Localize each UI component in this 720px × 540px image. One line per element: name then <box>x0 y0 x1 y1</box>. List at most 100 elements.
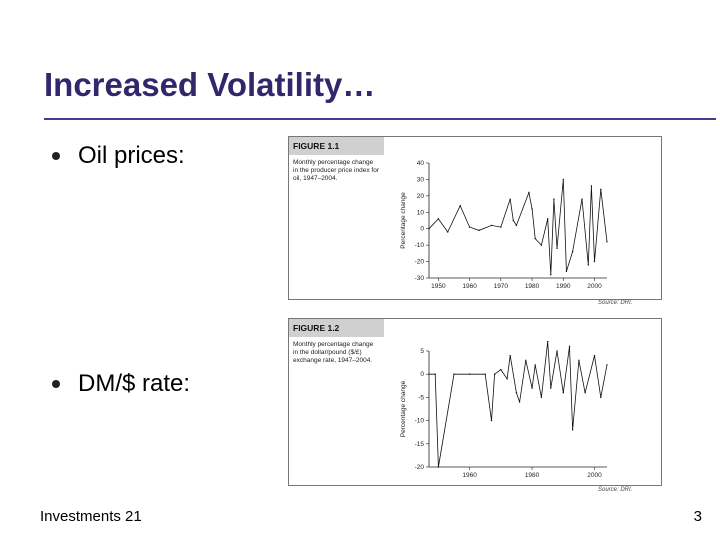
data-point <box>500 226 502 228</box>
data-point <box>571 251 574 253</box>
y-tick-label: -15 <box>415 441 425 448</box>
data-point <box>534 364 536 366</box>
data-point <box>500 368 502 371</box>
data-point <box>490 419 493 422</box>
x-tick-label: 1980 <box>525 283 540 290</box>
y-tick-label: 0 <box>420 226 424 233</box>
x-tick-label: 2000 <box>587 283 602 290</box>
bullet-oil-label: Oil prices: <box>78 142 185 169</box>
y-tick-label: 10 <box>417 209 425 216</box>
data-point <box>515 224 518 227</box>
data-point <box>565 270 568 273</box>
data-point <box>493 373 496 375</box>
data-point <box>587 264 589 266</box>
footer-course-label: Investments 21 <box>40 508 142 525</box>
data-point <box>428 373 430 375</box>
data-point <box>531 208 533 210</box>
y-tick-label: -5 <box>418 394 424 401</box>
data-point <box>528 191 530 194</box>
figure-source: Source: DRI. <box>598 487 633 493</box>
x-tick-label: 1990 <box>556 283 571 290</box>
data-point <box>546 218 549 220</box>
data-point <box>578 359 580 361</box>
data-point <box>484 373 486 375</box>
figure-label: FIGURE 1.1 <box>289 137 384 155</box>
x-tick-label: 1950 <box>431 283 446 290</box>
data-point <box>531 387 533 389</box>
figure-dm-rate: FIGURE 1.2 Monthly percentage change in … <box>288 318 662 486</box>
figure-oil-prices: FIGURE 1.1 Monthly percentage change in … <box>288 136 662 300</box>
data-point <box>606 241 608 243</box>
x-tick-label: 1960 <box>462 472 477 479</box>
figure-source: Source: DRI. <box>598 300 633 306</box>
bullet-dot-icon <box>52 152 60 160</box>
y-tick-label: 20 <box>417 193 425 200</box>
data-point <box>478 229 480 232</box>
data-point <box>459 205 461 207</box>
chart-axes: 5 0 -5 -10 -15 -20 1960 1980 2000 Percentage chan… <box>400 348 607 479</box>
data-point <box>468 373 471 375</box>
data-point <box>525 359 527 361</box>
data-point <box>515 392 518 394</box>
y-tick-label: -20 <box>415 259 425 266</box>
bullet-oil-prices: Oil prices: <box>52 142 185 170</box>
data-point <box>434 373 436 375</box>
y-tick-label: 5 <box>420 348 424 355</box>
data-point <box>562 392 564 394</box>
slide-title: Increased Volatility… <box>44 66 376 103</box>
data-point <box>606 364 608 366</box>
figure-caption: Monthly percentage change in the produce… <box>293 159 379 182</box>
chart-axes: 40 30 20 10 0 -10 -20 -30 1950 1960 1970 1980 1990 20… <box>400 160 607 290</box>
figure-caption: Monthly percentage change in the dollar/… <box>293 341 374 364</box>
x-tick-label: 1980 <box>525 472 540 479</box>
data-point <box>546 341 549 343</box>
y-axis-label: Percentage change <box>400 380 407 437</box>
data-point <box>437 466 440 468</box>
data-point <box>553 198 555 200</box>
data-point <box>593 260 596 263</box>
series-line <box>429 341 608 468</box>
data-point <box>590 185 593 187</box>
data-point <box>428 228 430 230</box>
bullet-dot-icon <box>52 380 60 388</box>
bullet-dm-rate: DM/$ rate: <box>52 370 190 398</box>
page-number: 3 <box>693 508 702 525</box>
data-point <box>437 218 440 220</box>
data-point <box>550 387 552 389</box>
data-point <box>534 237 536 240</box>
y-tick-label: -20 <box>415 464 425 471</box>
y-tick-label: -10 <box>415 242 425 249</box>
data-point <box>556 247 558 250</box>
data-point <box>509 198 511 200</box>
data-point <box>600 396 602 399</box>
exchange-rate-chart: 5 0 -5 -10 -15 -20 1960 1980 2000 Percentage chan… <box>400 341 608 479</box>
x-tick-label: 1970 <box>494 283 509 290</box>
figure-label: FIGURE 1.2 <box>289 319 384 337</box>
data-point <box>556 350 558 352</box>
y-axis-label: Percentage change <box>400 192 407 249</box>
data-point <box>447 231 449 233</box>
y-tick-label: -30 <box>415 275 425 282</box>
y-tick-label: 30 <box>417 176 425 183</box>
bullet-dm-label: DM/$ rate: <box>78 370 191 397</box>
data-point <box>584 392 586 394</box>
data-point <box>540 244 543 246</box>
title-divider <box>44 118 716 120</box>
data-point <box>593 354 596 357</box>
data-point <box>600 188 602 190</box>
data-point <box>568 345 571 348</box>
x-tick-label: 1960 <box>462 283 477 290</box>
data-point <box>453 373 455 375</box>
data-point <box>562 178 564 181</box>
data-point <box>581 198 583 200</box>
data-point <box>550 274 552 276</box>
series-line <box>428 179 608 275</box>
y-tick-label: 40 <box>417 160 425 167</box>
data-point <box>512 219 515 222</box>
y-tick-label: -10 <box>415 418 425 425</box>
data-point <box>490 224 493 227</box>
x-tick-label: 2000 <box>587 472 602 479</box>
data-point <box>540 396 543 399</box>
data-point <box>468 226 471 228</box>
data-point <box>509 354 511 357</box>
